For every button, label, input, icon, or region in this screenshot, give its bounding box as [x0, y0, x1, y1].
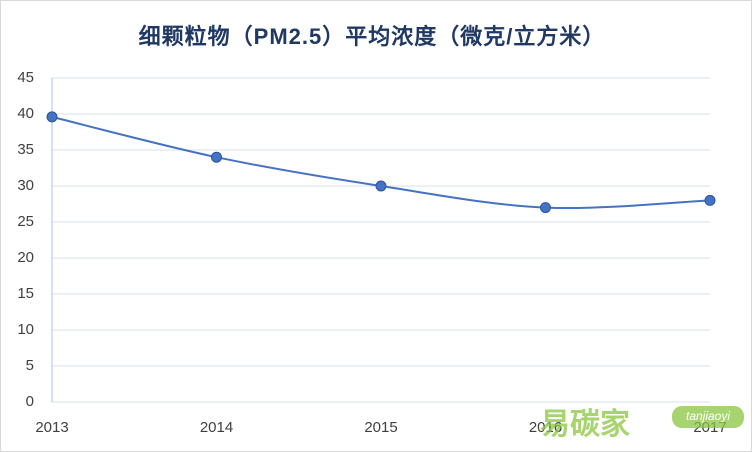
watermark-tag: tanjiaoyi	[686, 409, 730, 423]
x-tick-label: 2015	[364, 419, 397, 436]
data-point	[704, 194, 716, 206]
y-tick-label: 15	[17, 285, 34, 302]
x-tick-label: 2014	[200, 419, 233, 436]
watermark-badge	[672, 406, 744, 428]
y-tick-label: 35	[17, 141, 34, 158]
watermark-text: 易碳家	[540, 408, 630, 441]
y-tick-label: 40	[17, 105, 34, 122]
y-tick-label: 20	[17, 249, 34, 266]
data-point	[211, 151, 222, 163]
y-tick-label: 45	[17, 69, 34, 86]
y-tick-label: 0	[26, 393, 34, 410]
y-tick-label: 5	[26, 357, 34, 374]
data-point	[540, 202, 551, 214]
data-point	[375, 180, 387, 192]
data-point	[46, 111, 58, 123]
y-tick-label: 25	[17, 213, 34, 230]
y-tick-label: 10	[17, 321, 34, 338]
x-tick-label: 2016	[529, 419, 562, 436]
y-tick-label: 30	[17, 177, 34, 194]
chart-title: 细颗粒物（PM2.5）平均浓度（微克/立方米）	[139, 24, 606, 49]
x-tick-label: 2013	[35, 419, 68, 436]
watermark: 易碳家 tanjiaoyi	[540, 406, 744, 441]
